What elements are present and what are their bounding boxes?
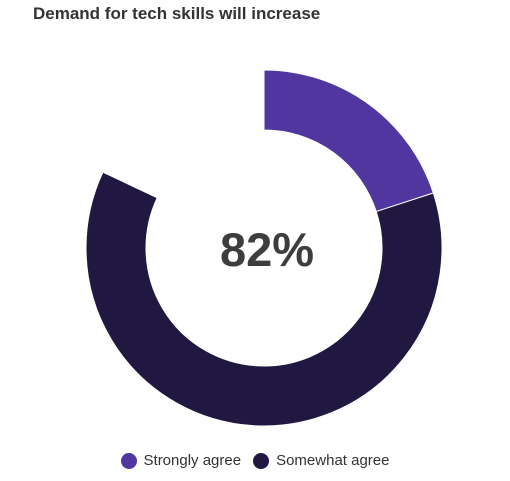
- donut-chart: 82%: [85, 69, 443, 427]
- legend-swatch: [253, 452, 270, 469]
- center-percentage-label: 82%: [220, 223, 314, 276]
- chart-title: Demand for tech skills will increase: [33, 4, 321, 23]
- legend-label: Strongly agree: [143, 452, 242, 469]
- legend-item-strongly-agree[interactable]: Strongly agree: [120, 452, 242, 469]
- donut-slices: [85, 69, 443, 427]
- legend-swatch: [120, 452, 137, 469]
- chart-legend: Strongly agree Somewhat agree: [0, 452, 510, 469]
- donut-slice-strongly-agree[interactable]: [263, 69, 434, 213]
- legend-label: Somewhat agree: [276, 452, 390, 469]
- donut-slice-somewhat-agree[interactable]: [85, 171, 443, 427]
- legend-item-somewhat-agree[interactable]: Somewhat agree: [253, 452, 389, 469]
